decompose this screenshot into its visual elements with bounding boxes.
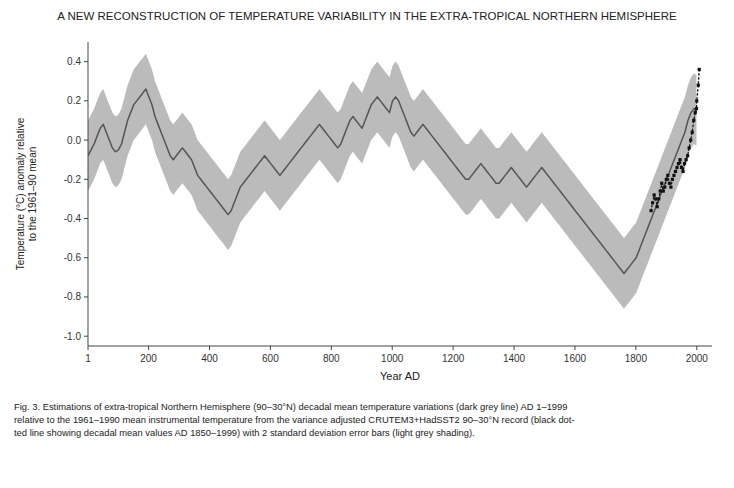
x-tick-label: 1 — [85, 353, 91, 364]
marker — [685, 158, 688, 161]
marker — [688, 146, 691, 149]
marker — [665, 178, 668, 181]
y-tick-label: 0.2 — [67, 95, 81, 106]
y-axis-label-line: Temperature (°C) anomaly relative — [15, 117, 26, 270]
marker — [681, 170, 684, 173]
x-tick-label: 1600 — [564, 353, 587, 364]
x-tick — [453, 346, 454, 350]
x-tick-label: 1400 — [503, 353, 526, 364]
x-axis-label: Year AD — [380, 370, 420, 382]
x-tick — [331, 346, 332, 350]
y-tick — [84, 218, 88, 219]
x-tick — [514, 346, 515, 350]
y-tick-label: -0.6 — [64, 252, 82, 263]
marker — [663, 186, 666, 189]
x-tick-label: 600 — [262, 353, 279, 364]
instrumental-line — [651, 69, 699, 210]
x-tick-label: 1200 — [442, 353, 465, 364]
y-tick-label: 0.0 — [67, 135, 81, 146]
marker — [691, 131, 694, 134]
y-tick — [84, 336, 88, 337]
y-tick-label: 0.4 — [67, 56, 81, 67]
axes: 1200400600800100012001400160018002000-1.… — [64, 42, 712, 364]
x-tick-label: 200 — [140, 353, 157, 364]
y-tick-label: -0.2 — [64, 174, 82, 185]
x-tick — [696, 346, 697, 350]
marker — [698, 68, 701, 71]
x-tick-label: 2000 — [686, 353, 709, 364]
marker — [660, 182, 663, 185]
x-axis-line — [88, 346, 712, 347]
marker — [671, 178, 674, 181]
x-tick — [270, 346, 271, 350]
marker — [649, 209, 652, 212]
error-band — [88, 54, 696, 309]
marker — [653, 193, 656, 196]
x-tick-label: 400 — [201, 353, 218, 364]
y-tick — [84, 61, 88, 62]
y-tick — [84, 140, 88, 141]
marker — [659, 189, 662, 192]
caption-line: ted line showing decadal mean values AD … — [14, 427, 475, 438]
x-tick-label: 800 — [323, 353, 340, 364]
marker — [678, 158, 681, 161]
marker — [654, 197, 657, 200]
y-tick — [84, 179, 88, 180]
x-tick — [209, 346, 210, 350]
marker — [680, 166, 683, 169]
marker — [694, 111, 697, 114]
x-tick — [574, 346, 575, 350]
y-axis-label: Temperature (°C) anomaly relativeto the … — [15, 117, 38, 270]
y-tick-label: -0.4 — [64, 213, 82, 224]
marker — [672, 174, 675, 177]
y-tick — [84, 100, 88, 101]
x-tick — [148, 346, 149, 350]
y-tick-label: -1.0 — [64, 331, 82, 342]
marker — [683, 162, 686, 165]
caption: Fig. 3. Estimations of extra-tropical No… — [14, 401, 575, 438]
caption-line: relative to the 1961–1990 mean instrumen… — [14, 414, 575, 425]
marker — [668, 182, 671, 185]
y-tick — [84, 296, 88, 297]
marker — [686, 154, 689, 157]
marker — [692, 119, 695, 122]
marker — [697, 84, 700, 87]
y-tick-label: -0.8 — [64, 291, 82, 302]
marker — [695, 107, 698, 110]
marker — [657, 197, 660, 200]
reconstruction-line — [88, 89, 696, 273]
marker — [689, 138, 692, 141]
x-tick-label: 1000 — [381, 353, 404, 364]
marker — [662, 189, 665, 192]
marker — [651, 201, 654, 204]
title: A NEW RECONSTRUCTION OF TEMPERATURE VARI… — [57, 10, 677, 22]
marker — [669, 186, 672, 189]
y-axis-label-line: to the 1961–90 mean — [27, 147, 38, 242]
marker — [675, 166, 678, 169]
marker — [666, 174, 669, 177]
marker — [677, 162, 680, 165]
x-tick — [88, 346, 89, 350]
x-tick — [635, 346, 636, 350]
chart: A NEW RECONSTRUCTION OF TEMPERATURE VARI… — [0, 0, 734, 488]
x-tick — [392, 346, 393, 350]
x-tick-label: 1800 — [625, 353, 648, 364]
marker — [674, 170, 677, 173]
plot-data — [88, 54, 701, 309]
marker — [695, 99, 698, 102]
y-axis-line — [88, 42, 89, 346]
caption-line: Fig. 3. Estimations of extra-tropical No… — [14, 401, 568, 412]
y-tick — [84, 257, 88, 258]
marker — [656, 205, 659, 208]
